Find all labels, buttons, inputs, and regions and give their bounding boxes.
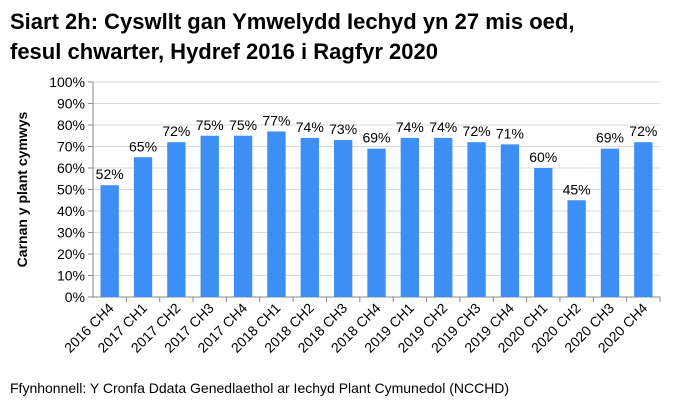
bar-2017-ch1 — [133, 157, 153, 297]
y-tick-label: 100% — [49, 74, 85, 90]
y-tick-label: 60% — [57, 160, 85, 176]
bar-2020-ch1 — [534, 168, 553, 297]
bar-2016-ch4 — [100, 185, 119, 297]
data-label: 45% — [563, 181, 591, 197]
data-label: 75% — [196, 117, 224, 133]
data-label: 52% — [96, 166, 124, 182]
chart-title-line1: Siart 2h: Cyswllt gan Ymwelydd Iechyd yn… — [10, 9, 575, 34]
data-label: 77% — [262, 112, 290, 128]
bar-2018-ch1 — [267, 131, 286, 297]
bar-2017-ch4 — [233, 135, 253, 297]
y-tick-label: 0% — [65, 289, 85, 305]
bar-2020-ch4 — [634, 142, 653, 297]
bar-2019-ch3 — [467, 142, 486, 297]
bar-2018-ch3 — [333, 140, 353, 297]
bar-2019-ch4 — [500, 144, 520, 297]
bar-2020-ch2 — [567, 200, 586, 297]
y-axis-title: Carnan y plant cymwys — [14, 111, 30, 267]
data-label: 73% — [329, 121, 357, 137]
source-note: Ffynhonnell: Y Cronfa Ddata Genedlaethol… — [10, 380, 510, 396]
y-tick-label: 20% — [57, 246, 85, 262]
data-label: 72% — [162, 123, 190, 139]
y-tick-label: 50% — [57, 182, 85, 198]
data-label: 72% — [629, 123, 657, 139]
bar-2019-ch2 — [434, 137, 453, 297]
bar-2019-ch1 — [400, 137, 420, 297]
data-label: 71% — [496, 125, 524, 141]
y-tick-label: 30% — [57, 225, 85, 241]
data-label: 74% — [396, 119, 424, 135]
data-label: 69% — [362, 130, 390, 146]
y-tick-label: 40% — [57, 203, 85, 219]
y-tick-label: 70% — [57, 139, 85, 155]
bar-2020-ch3 — [600, 148, 620, 297]
y-tick-label: 80% — [57, 117, 85, 133]
bar-2018-ch4 — [367, 148, 386, 297]
data-label: 74% — [296, 119, 324, 135]
data-label: 75% — [229, 117, 257, 133]
y-tick-label: 90% — [57, 96, 85, 112]
data-label: 74% — [429, 119, 457, 135]
y-tick-label: 10% — [57, 268, 85, 284]
data-label: 60% — [529, 149, 557, 165]
chart-title: Siart 2h: Cyswllt gan Ymwelydd Iechyd yn… — [10, 7, 670, 67]
bar-2017-ch2 — [167, 142, 186, 297]
chart-title-line2: fesul chwarter, Hydref 2016 i Ragfyr 202… — [10, 39, 438, 64]
data-label: 72% — [463, 123, 491, 139]
data-label: 69% — [596, 130, 624, 146]
data-label: 65% — [129, 138, 157, 154]
bar-2017-ch3 — [200, 135, 219, 297]
bar-2018-ch2 — [300, 137, 319, 297]
